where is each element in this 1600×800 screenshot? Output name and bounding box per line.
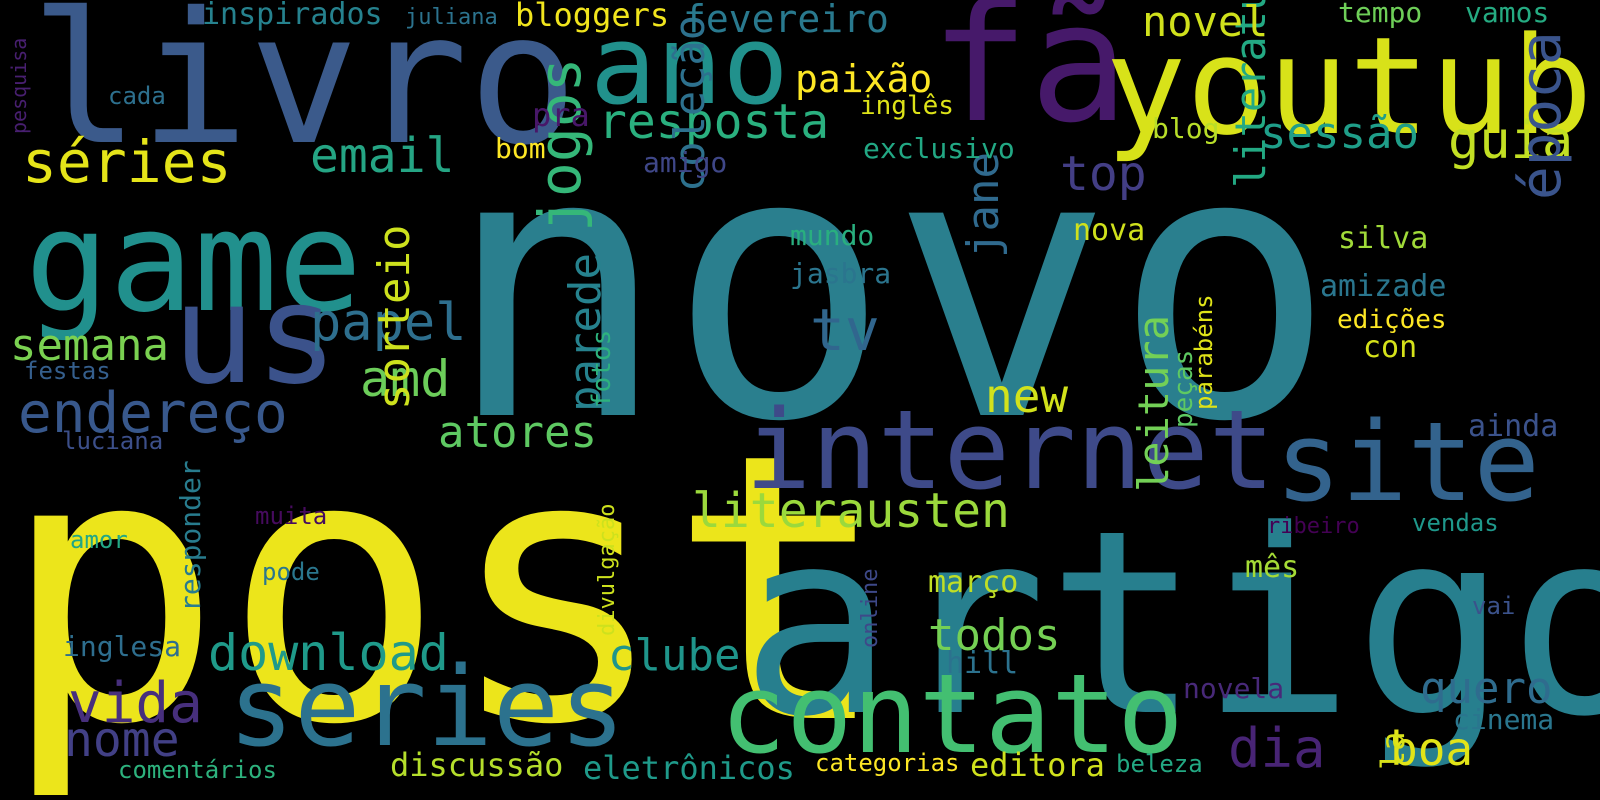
word-livro: livro: [30, 0, 578, 185]
word-vamos: vamos: [1465, 0, 1549, 29]
word-cinema: cinema: [1453, 703, 1554, 736]
word-amd: amd: [360, 350, 450, 408]
word-la: la: [1374, 731, 1412, 770]
word-parabens: parabéns: [1190, 294, 1218, 410]
word-game: game: [25, 181, 362, 344]
word-jane: jane: [958, 152, 1009, 258]
word-fevereiro: fevereiro: [683, 0, 889, 41]
word-contato: contato: [720, 650, 1184, 778]
word-ainda: ainda: [1468, 409, 1558, 444]
word-hill: hill: [946, 646, 1018, 681]
word-fa: fã: [930, 0, 1129, 159]
word-download: download: [208, 624, 449, 682]
word-mundo: mundo: [790, 219, 874, 252]
word-discussao: discussão: [390, 746, 563, 784]
word-boa: boa: [1390, 722, 1473, 776]
word-ingles: inglês: [860, 91, 954, 121]
word-nova: nova: [1073, 213, 1145, 248]
word-exclusivo: exclusivo: [863, 132, 1015, 165]
word-pecas: peças: [1169, 350, 1199, 428]
word-jogos: jogos: [526, 57, 594, 232]
word-juliana: juliana: [405, 5, 498, 30]
word-festas: festas: [24, 357, 111, 385]
word-vendas: vendas: [1412, 509, 1499, 537]
word-literausten: literausten: [692, 483, 1010, 539]
word-categorias: categorias: [815, 749, 960, 777]
word-series: séries: [22, 128, 232, 196]
word-sessao: sessão: [1260, 108, 1419, 159]
word-inglesa: inglesa: [63, 630, 181, 663]
word-series-2: series: [228, 643, 625, 771]
word-pra: pra: [532, 96, 590, 134]
word-colecao: coleção: [665, 15, 714, 192]
word-papel: papel: [310, 293, 467, 353]
word-beleza: beleza: [1116, 750, 1203, 778]
word-cada: cada: [108, 82, 166, 110]
word-top: top: [1060, 146, 1147, 202]
word-con: con: [1363, 330, 1417, 365]
word-online: online: [858, 569, 883, 648]
word-literatura: literatura: [1226, 0, 1275, 188]
word-quero: quero: [1420, 663, 1552, 714]
word-vai: vai: [1472, 592, 1515, 620]
word-ribeiro: ribeiro: [1267, 514, 1360, 539]
word-clube: clube: [608, 630, 740, 681]
word-blog: blog: [1152, 112, 1219, 145]
word-dia: dia: [1228, 717, 1326, 780]
word-novela: novela: [1183, 672, 1284, 705]
word-leitura: leitura: [1129, 315, 1178, 492]
word-luciana: luciana: [62, 427, 163, 455]
word-divulgacao: divulgação: [595, 504, 620, 636]
word-novel: novel: [1142, 0, 1268, 46]
word-bom: bom: [495, 132, 546, 165]
word-mes: mês: [1245, 550, 1299, 585]
word-pesquisa: pesquisa: [7, 38, 31, 134]
word-amigo: amigo: [643, 146, 727, 179]
word-sorteio: sorteio: [369, 225, 420, 410]
word-tempo: tempo: [1338, 0, 1422, 29]
word-edicoes: edições: [1337, 305, 1447, 335]
word-eletronicos: eletrônicos: [583, 749, 795, 787]
word-post: post: [0, 376, 891, 800]
word-youtube: youtube: [1105, 8, 1600, 165]
word-site: site: [1275, 398, 1540, 526]
word-fotos: fotos: [587, 330, 617, 408]
word-amizade: amizade: [1320, 269, 1446, 304]
word-nome: nome: [64, 712, 180, 768]
word-atores: atores: [438, 407, 597, 458]
word-comentarios: comentários: [118, 756, 277, 784]
word-guia: guia: [1448, 111, 1573, 171]
word-muita: muita: [255, 502, 327, 530]
word-pode: pode: [262, 558, 320, 586]
word-vida: vida: [68, 671, 203, 736]
word-tv: tv: [810, 296, 880, 364]
word-email: email: [310, 128, 455, 184]
word-silva: silva: [1338, 221, 1428, 256]
word-responder: responder: [174, 460, 207, 612]
word-parede: parede: [560, 253, 611, 412]
word-novo: novo: [445, 73, 1336, 503]
word-marco: março: [928, 565, 1018, 600]
word-todos: todos: [928, 610, 1060, 661]
word-paixao: paixão: [795, 57, 932, 101]
word-artigo: artigo: [740, 476, 1600, 773]
word-editora: editora: [970, 746, 1105, 784]
word-jasbra: jasbra: [790, 257, 891, 290]
word-amor: amor: [70, 526, 128, 554]
word-ano: ano: [590, 1, 789, 129]
word-internet: internet: [745, 386, 1275, 514]
word-semana: semana: [10, 320, 169, 371]
word-epoca: época: [1509, 31, 1574, 200]
word-inspirados: inspirados: [202, 0, 383, 32]
word-bloggers: bloggers: [515, 0, 669, 34]
word-resposta: resposta: [598, 94, 829, 150]
word-us: us: [172, 254, 338, 415]
word-new: new: [985, 369, 1068, 423]
word-endereco: endereço: [18, 381, 288, 446]
